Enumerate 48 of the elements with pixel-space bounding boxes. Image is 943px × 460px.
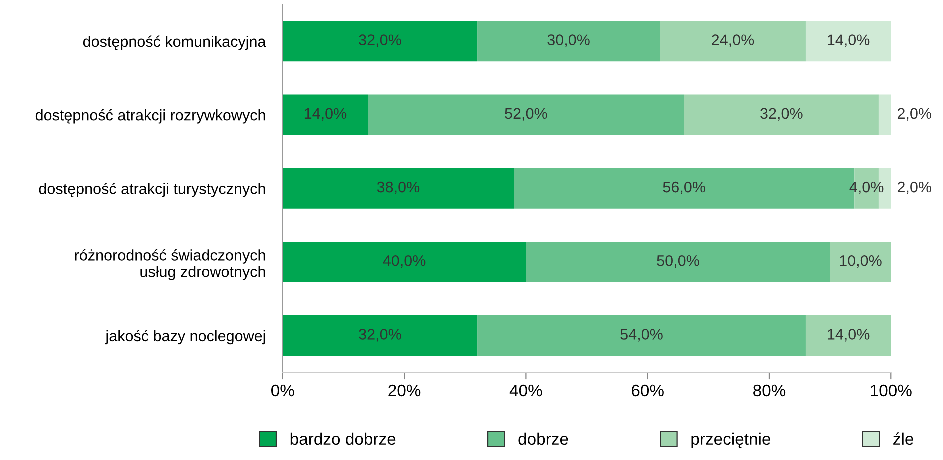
bar xyxy=(660,21,806,62)
bar xyxy=(478,21,660,62)
bar xyxy=(368,94,684,136)
x-tick-label: 20% xyxy=(388,384,421,397)
bar xyxy=(282,242,526,282)
bar xyxy=(878,94,892,136)
data-label: 40,0% xyxy=(383,255,426,268)
x-tick-label: 40% xyxy=(510,384,542,397)
data-label: 54,0% xyxy=(620,329,663,342)
data-label: 10,0% xyxy=(840,255,882,268)
data-label: 30,0% xyxy=(548,34,590,48)
y-tick-label: dostępność komunikacyjna xyxy=(83,36,266,50)
bar xyxy=(282,316,478,356)
bar xyxy=(806,21,892,62)
bar xyxy=(478,316,806,356)
bar xyxy=(830,242,892,282)
y-tick-label: jakość bazy noclegowej xyxy=(105,330,266,345)
data-label: 32,0% xyxy=(359,329,402,342)
x-tick-label: 0% xyxy=(272,384,294,397)
data-label: 52,0% xyxy=(505,108,548,121)
bar xyxy=(806,316,892,356)
data-label: 2,0% xyxy=(898,108,932,121)
data-label: 14,0% xyxy=(828,34,870,48)
data-label: 32,0% xyxy=(359,34,402,48)
data-label: 50,0% xyxy=(657,255,700,268)
x-tick-label: 100% xyxy=(871,384,912,397)
data-label: 14,0% xyxy=(828,329,870,342)
y-tick-label: dostępność atrakcji rozrywkowych xyxy=(36,109,266,124)
data-label: 56,0% xyxy=(663,182,706,195)
bar xyxy=(684,94,879,136)
data-label: 24,0% xyxy=(712,34,754,48)
bar xyxy=(282,94,368,136)
data-label: 14,0% xyxy=(304,108,347,121)
legend-label: bardzo dobrze xyxy=(290,432,396,446)
legend-label: źle xyxy=(894,432,914,446)
bar xyxy=(282,21,478,62)
data-label: 4,0% xyxy=(850,182,884,195)
bar xyxy=(526,242,830,282)
legend-label: dobrze xyxy=(518,432,568,446)
y-tick-label: różnorodność świadczonych usług zdrowotnych xyxy=(75,249,266,280)
x-tick-label: 60% xyxy=(632,384,664,397)
legend-label: przeciętnie xyxy=(692,432,771,448)
y-tick-label: dostępność atrakcji turystycznych xyxy=(39,182,266,198)
data-label: 2,0% xyxy=(898,182,932,195)
data-label: 38,0% xyxy=(377,182,420,195)
x-tick-label: 80% xyxy=(754,384,786,397)
data-label: 32,0% xyxy=(760,108,803,121)
bar xyxy=(282,168,514,209)
